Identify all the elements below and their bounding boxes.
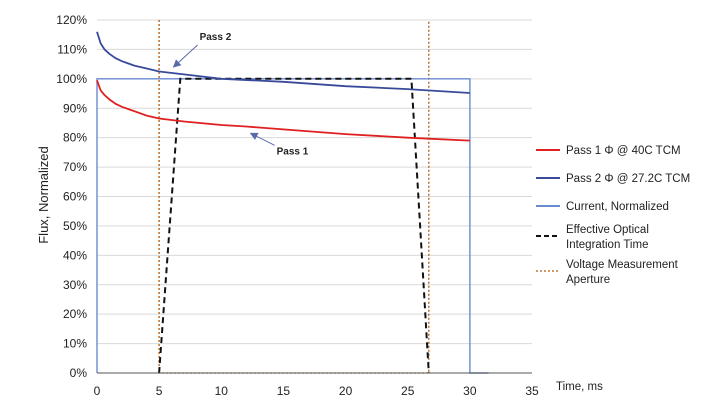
annotation-arrow [249,132,275,146]
series-line [158,77,430,374]
series-line [158,20,430,374]
series-line [96,31,470,94]
y-tick-label: 30% [63,278,87,292]
x-tick-labels: 0 5 10 15 20 25 30 35 [94,384,539,398]
y-tick-label: 0% [70,366,88,380]
y-tick-label: 10% [63,337,87,351]
y-tick-label: 40% [63,248,87,262]
legend-label: Pass 1 Φ @ 40C TCM [566,145,681,157]
y-tick-label: 100% [56,72,87,86]
gridlines [97,19,532,345]
legend-label: Voltage Measurement Aperture [566,259,679,286]
y-tick-label: 20% [63,307,87,321]
x-tick-label: 25 [401,384,415,398]
y-tick-label: 80% [63,131,87,145]
x-tick-label: 30 [463,384,477,398]
y-tick-labels: 0% 10% 20% 30% 40% 50% 60% 70% 80% 90% 100% 110% 120… [56,13,87,380]
legend-label: Pass 2 Φ @ 27.2C TCM [566,173,690,185]
y-tick-label: 60% [63,190,87,204]
x-tick-label: 35 [525,384,539,398]
y-axis-title: Flux, Normalized [36,146,51,244]
x-tick-label: 10 [215,384,229,398]
y-tick-label: 110% [57,42,87,56]
legend: Pass 1 Φ @ 40C TCM Pass 2 Φ @ 27.2C TCM Cu… [536,145,690,286]
y-tick-label: 120% [56,13,87,27]
x-tick-label: 15 [277,384,291,398]
x-tick-label: 20 [339,384,353,398]
x-tick-label: 5 [156,384,163,398]
y-tick-label: 90% [63,101,87,115]
annotation-label: Pass 2 [200,32,232,43]
y-tick-label: 50% [63,219,87,233]
x-axis-title: Time, ms [556,381,603,393]
annotation-arrow [172,44,198,68]
annotations: Pass 2 Pass 1 [172,32,309,157]
y-tick-label: 70% [63,160,87,174]
annotation-label: Pass 1 [277,146,309,157]
legend-label: Effective Optical Integration Time [566,224,649,251]
legend-label: Current, Normalized [566,201,669,213]
x-tick-label: 0 [94,384,101,398]
series-line [96,79,470,142]
